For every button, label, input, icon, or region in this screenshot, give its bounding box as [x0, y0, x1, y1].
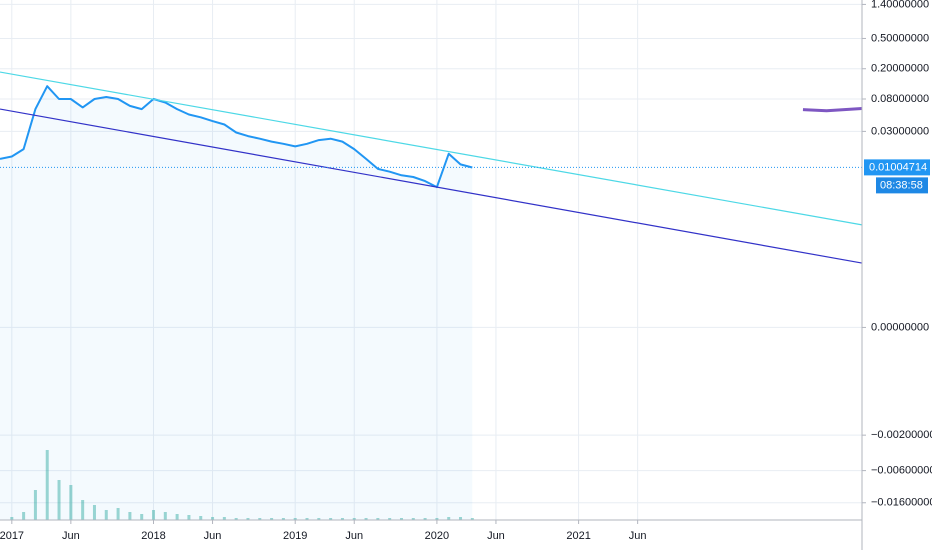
- x-tick-label: 2021: [566, 530, 590, 542]
- area-fill: [0, 86, 473, 520]
- x-tick-label: 2017: [0, 530, 24, 542]
- volume-bar: [258, 518, 262, 520]
- y-tick-label: 1.40000000: [871, 0, 929, 10]
- volume-bar: [388, 518, 392, 520]
- x-tick-label: Jun: [204, 530, 222, 542]
- volume-bar: [81, 500, 85, 520]
- volume-bar: [447, 517, 451, 520]
- volume-bar: [57, 480, 61, 520]
- countdown-box: [876, 177, 928, 194]
- volume-bar: [69, 485, 73, 520]
- volume-bar: [435, 518, 439, 520]
- volume-bar: [470, 518, 474, 520]
- y-tick-label: −0.00600000: [871, 465, 932, 477]
- volume-bar: [116, 508, 120, 520]
- volume-bar: [423, 518, 427, 520]
- volume-bar: [140, 514, 144, 520]
- volume-bar: [92, 505, 96, 520]
- x-tick-label: 2020: [425, 530, 449, 542]
- volume-bar: [411, 518, 415, 520]
- price-line: [0, 85, 473, 189]
- y-tick-label: 0.03000000: [871, 125, 929, 137]
- volume-bar: [317, 518, 321, 520]
- volume-bar: [104, 510, 108, 520]
- volume-bar: [340, 518, 344, 520]
- volume-bar: [246, 518, 250, 520]
- trend-line: [0, 108, 863, 264]
- x-tick-label: 2019: [283, 530, 307, 542]
- volume-bar: [305, 518, 309, 520]
- y-tick-label: −0.01600000: [871, 497, 932, 509]
- volume-bar: [152, 510, 156, 520]
- volume-bar: [175, 514, 179, 520]
- volume-bar: [163, 512, 167, 520]
- volume-bar: [45, 450, 49, 520]
- indicator-line: [802, 107, 863, 113]
- y-tick-label: 0.08000000: [871, 93, 929, 105]
- price-label-box: [864, 159, 930, 176]
- volume-bar: [293, 518, 297, 520]
- countdown: 08:38:58: [880, 179, 923, 191]
- price-label: 0.01004714: [869, 161, 927, 173]
- volume-bar: [364, 518, 368, 520]
- volume-bar: [211, 517, 215, 520]
- y-tick-label: −0.00200000: [871, 429, 932, 441]
- volume-bar: [352, 518, 356, 520]
- volume-bar: [33, 490, 37, 520]
- volume-bar: [187, 515, 191, 520]
- volume-bar: [10, 517, 14, 520]
- trend-line: [0, 71, 863, 226]
- x-tick-label: Jun: [487, 530, 505, 542]
- volume-bar: [222, 517, 226, 520]
- volume-bar: [376, 518, 380, 520]
- volume-bar: [270, 518, 274, 520]
- volume-bar: [281, 518, 285, 520]
- volume-bar: [459, 517, 463, 520]
- volume-bar: [22, 512, 26, 520]
- volume-bar: [199, 516, 203, 520]
- x-tick-label: Jun: [629, 530, 647, 542]
- volume-bar: [399, 518, 403, 520]
- y-tick-label: 0.20000000: [871, 63, 929, 75]
- volume-bar: [128, 512, 132, 520]
- volume-bar: [329, 518, 333, 520]
- x-tick-label: 2018: [141, 530, 165, 542]
- volume-bar: [234, 518, 238, 520]
- x-tick-label: Jun: [345, 530, 363, 542]
- y-tick-label: 0.00000000: [871, 321, 929, 333]
- x-tick-label: Jun: [62, 530, 80, 542]
- y-tick-label: 0.50000000: [871, 32, 929, 44]
